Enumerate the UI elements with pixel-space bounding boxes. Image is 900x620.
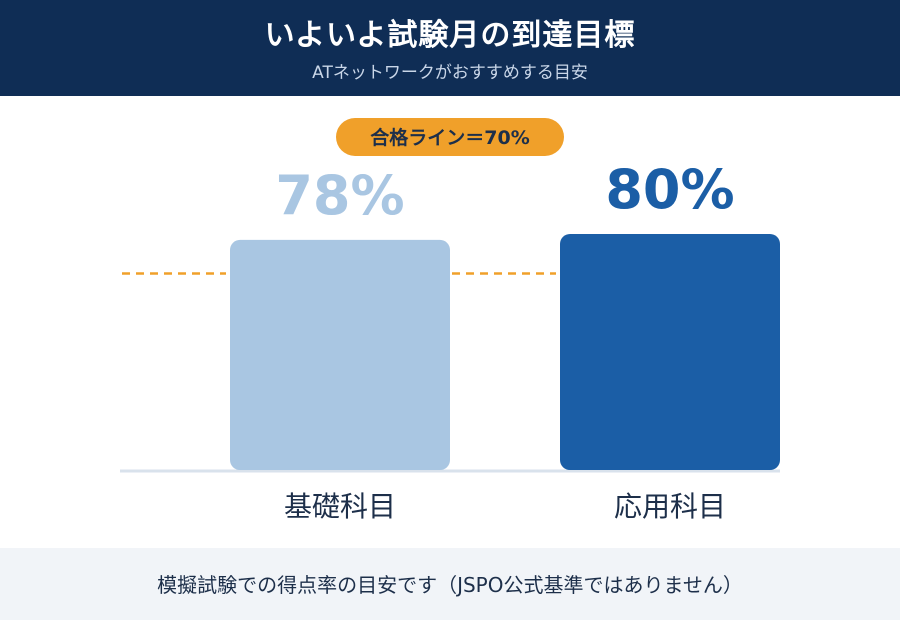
- footer-note-box: 模擬試験での得点率の目安です（JSPO公式基準ではありません）: [0, 548, 900, 620]
- bar-value-label-2: 80%: [605, 158, 734, 221]
- page-subtitle: ATネットワークがおすすめする目安: [312, 63, 588, 83]
- threshold-badge: [336, 118, 564, 156]
- category-label-2: 応用科目: [614, 490, 726, 523]
- category-label-1: 基礎科目: [284, 490, 396, 523]
- page-title: いよいよ試験月の到達目標: [264, 18, 636, 53]
- bar-chart: 合格ライン＝70% 78% 80% 基礎科目 応用科目: [120, 118, 780, 523]
- threshold-label: 合格ライン＝70%: [370, 126, 529, 149]
- bar-1: [230, 239, 450, 470]
- bar-2: [560, 234, 780, 470]
- bar-value-label-1: 78%: [275, 164, 404, 227]
- footer-note: 模擬試験での得点率の目安です（JSPO公式基準ではありません）: [157, 573, 743, 597]
- header-banner: いよいよ試験月の到達目標 ATネットワークがおすすめする目安: [0, 0, 900, 96]
